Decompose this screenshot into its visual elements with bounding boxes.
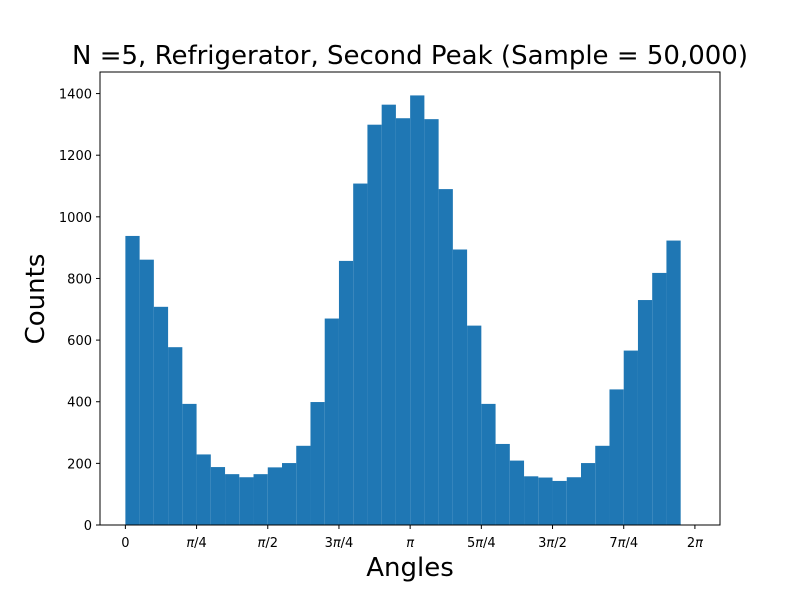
histogram-bar [296,445,311,525]
histogram-bar [353,183,368,525]
y-tick-label: 200 [67,457,92,472]
x-tick-label: 0 [121,536,129,551]
histogram-bar [538,477,553,525]
y-axis: 0 200 400 600 800 1000 1200 1400 [59,88,100,534]
histogram-bar [168,347,183,525]
histogram-bar [595,445,610,525]
histogram-bar [623,350,638,525]
histogram-bar [225,474,240,525]
histogram-bar [509,460,525,525]
histogram-bar [637,300,653,525]
histogram-bar [182,403,197,525]
x-axis-label: Angles [366,553,454,583]
histogram-bar [467,325,482,525]
histogram-bar [282,463,297,525]
histogram-bar [153,306,169,525]
y-tick-label: 1000 [59,211,92,226]
histogram-bar [395,118,411,525]
y-tick-label: 600 [67,334,92,349]
chart-title: N =5, Refrigerator, Second Peak (Sample … [72,41,748,71]
histogram-bar [566,477,582,525]
x-tick-label: π/4 [186,536,206,551]
histogram-bar [139,259,154,525]
histogram-bar [381,104,396,525]
histogram-bar [481,403,496,525]
histogram-bar [367,124,382,525]
y-tick-label: 1400 [59,88,92,103]
histogram-bar [196,454,211,525]
bars-group [125,95,681,525]
histogram-bar [438,189,453,525]
histogram-bar [324,318,339,525]
y-tick-label: 400 [67,396,92,411]
histogram-bar [210,467,226,525]
histogram-bar [524,476,539,525]
histogram-bar [666,240,681,525]
histogram-bar [253,474,268,525]
histogram-bar [495,443,510,525]
histogram-bar [652,272,667,525]
histogram-bar [452,249,468,525]
x-tick-label: π [406,536,414,551]
histogram-bar [609,389,624,525]
histogram-bar [310,402,325,525]
y-axis-label: Counts [21,254,51,345]
histogram-bar [338,260,354,525]
histogram-bar [125,235,140,525]
y-tick-label: 1200 [59,149,92,164]
x-tick-label: 3π/4 [325,536,354,551]
x-axis: 0 π/4 π/2 3π/4 π 5π/4 3π/2 7π/4 2π [121,525,703,551]
x-tick-label: 7π/4 [609,536,638,551]
histogram-bar [424,119,439,525]
x-tick-label: 5π/4 [467,536,496,551]
histogram-bar [239,477,254,525]
histogram-bar [410,95,425,525]
y-tick-label: 0 [84,519,92,534]
histogram-bar [581,463,596,525]
histogram-bar [552,480,567,525]
histogram-bar [267,467,283,525]
x-tick-label: 3π/2 [538,536,567,551]
y-tick-label: 800 [67,272,92,287]
x-tick-label: 2π [687,536,703,551]
x-tick-label: π/2 [258,536,278,551]
